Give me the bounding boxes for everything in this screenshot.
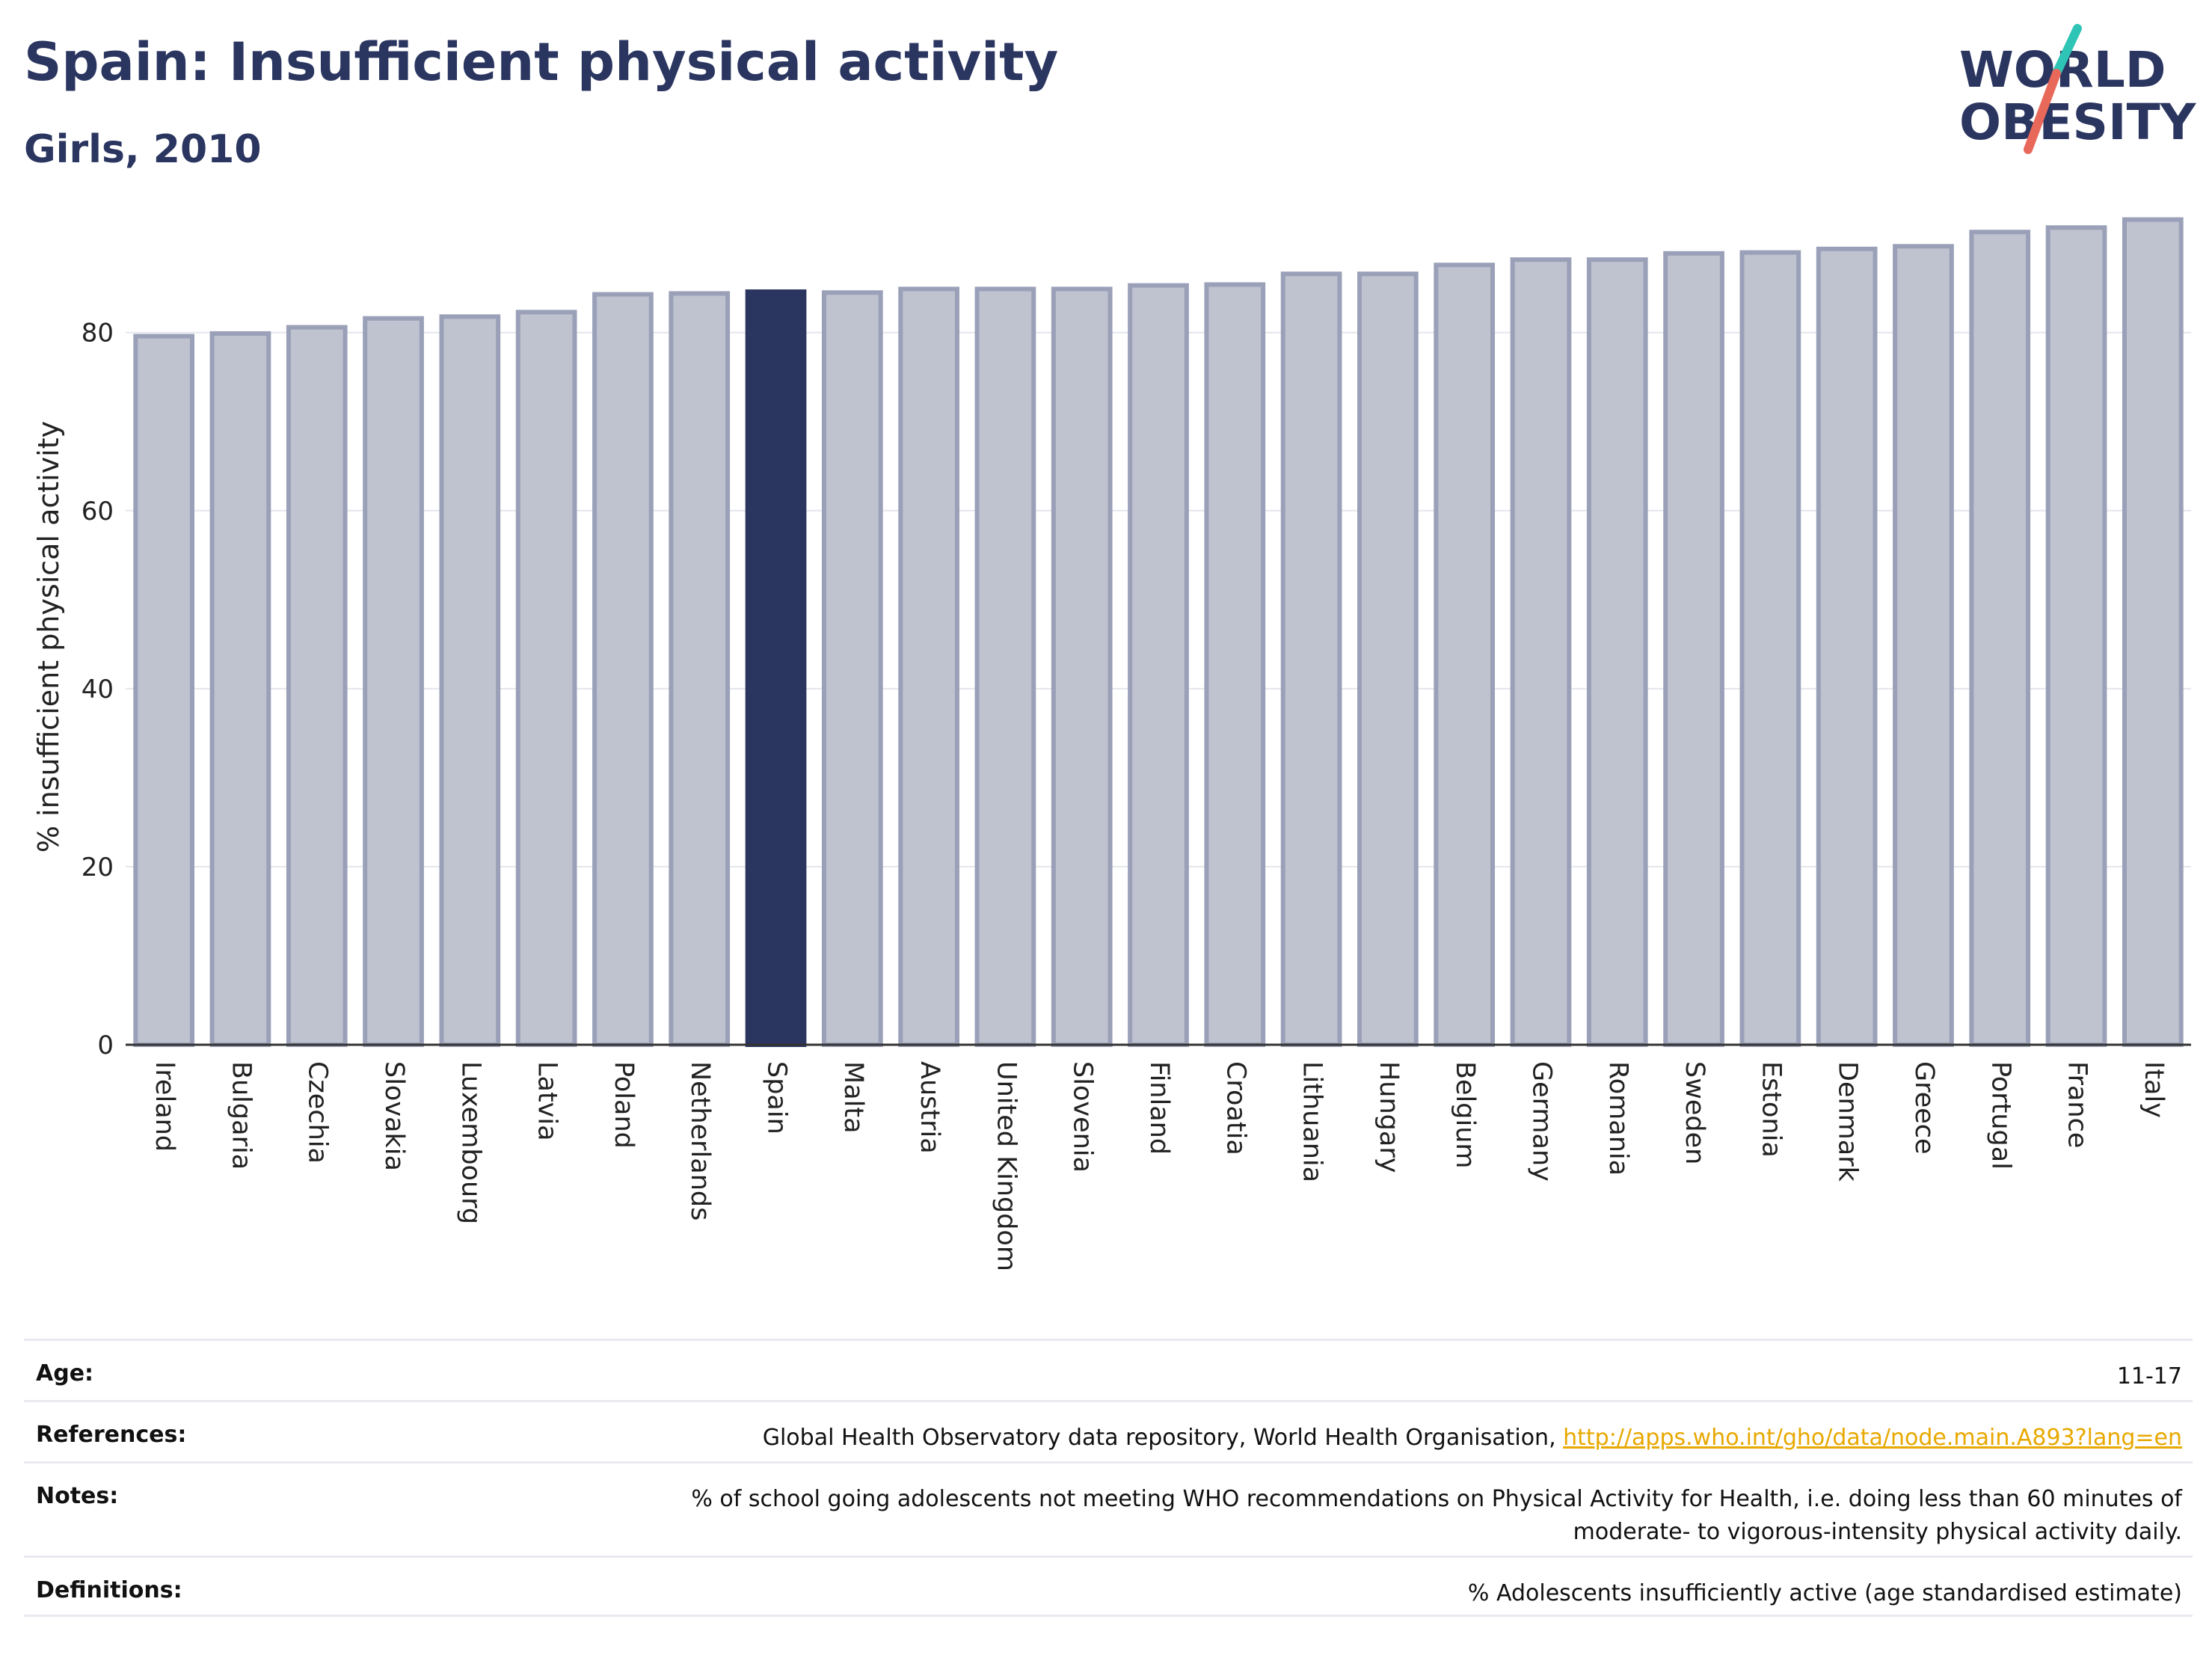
references-link[interactable]: http://apps.who.int/gho/data/node.main.A… bbox=[1563, 1425, 2182, 1451]
world-obesity-logo: WORLD OBESITY bbox=[1959, 24, 2197, 154]
y-tick-label: 40 bbox=[82, 675, 114, 704]
page-title: Spain: Insufficient physical activity bbox=[24, 31, 1059, 93]
bar-luxembourg bbox=[439, 314, 501, 1048]
bars bbox=[133, 217, 2184, 1048]
x-tick-label: Hungary bbox=[1374, 1061, 1404, 1173]
notes-value: % of school going adolescents not meetin… bbox=[691, 1483, 2182, 1549]
y-axis-label: % insufficient physical activity bbox=[32, 421, 65, 853]
info-row-references: References: Global Health Observatory da… bbox=[24, 1400, 2193, 1461]
bar-denmark bbox=[1816, 246, 1878, 1048]
y-axis-ticks: 0 20 40 60 80 bbox=[82, 319, 114, 1060]
notes-line-1: % of school going adolescents not meetin… bbox=[691, 1486, 2182, 1512]
y-tick-label: 60 bbox=[82, 497, 114, 526]
notes-label: Notes: bbox=[36, 1483, 119, 1509]
x-tick-label: Latvia bbox=[532, 1061, 562, 1141]
notes-line-2: moderate- to vigorous-intensity physical… bbox=[1573, 1519, 2182, 1545]
y-tick-label: 20 bbox=[82, 853, 114, 882]
info-row-notes: Notes: % of school going adolescents not… bbox=[24, 1461, 2193, 1556]
x-tick-label: Portugal bbox=[1985, 1061, 2015, 1170]
x-tick-label: Belgium bbox=[1450, 1061, 1480, 1168]
logo-slash-coral-icon bbox=[2024, 69, 2061, 154]
x-tick-label: Ireland bbox=[150, 1061, 179, 1152]
bar-slovenia bbox=[1051, 286, 1113, 1047]
bar-spain bbox=[745, 289, 807, 1047]
page-subtitle: Girls, 2010 bbox=[24, 127, 262, 172]
x-tick-label: Czechia bbox=[303, 1061, 333, 1164]
info-row-definitions: Definitions: % Adolescents insufficientl… bbox=[24, 1556, 2193, 1617]
x-tick-label: Germany bbox=[1526, 1061, 1556, 1182]
references-text: Global Health Observatory data repositor… bbox=[762, 1425, 1564, 1451]
y-tick-label: 0 bbox=[97, 1031, 114, 1060]
bar-hungary bbox=[1357, 271, 1419, 1047]
x-tick-label: France bbox=[2062, 1061, 2092, 1148]
bar-lithuania bbox=[1280, 271, 1342, 1047]
bar-chart: 0 20 40 60 80 Ireland Bulgaria Czechia Slovakia… bbox=[32, 217, 2191, 1271]
bar-portugal bbox=[1969, 230, 2031, 1047]
x-tick-label: Slovenia bbox=[1068, 1061, 1098, 1173]
bar-sweden bbox=[1663, 251, 1724, 1047]
x-tick-label: Poland bbox=[609, 1061, 639, 1149]
bar-greece bbox=[1893, 244, 1954, 1047]
bar-finland bbox=[1128, 283, 1189, 1047]
info-row-age: Age: 11-17 bbox=[24, 1339, 2193, 1400]
x-tick-label: Netherlands bbox=[685, 1061, 715, 1220]
info-table: Age: 11-17 References: Global Health Obs… bbox=[24, 1339, 2193, 1617]
bar-united-kingdom bbox=[974, 286, 1036, 1047]
bar-bulgaria bbox=[209, 331, 271, 1047]
bar-croatia bbox=[1204, 282, 1266, 1047]
bar-belgium bbox=[1434, 262, 1496, 1047]
x-tick-label: Bulgaria bbox=[226, 1061, 256, 1170]
x-tick-label: Estonia bbox=[1756, 1061, 1786, 1158]
bar-latvia bbox=[515, 310, 577, 1047]
bar-germany bbox=[1510, 257, 1572, 1047]
x-tick-label: Spain bbox=[762, 1061, 792, 1134]
references-value: Global Health Observatory data repositor… bbox=[763, 1422, 2182, 1455]
x-tick-label: Denmark bbox=[1833, 1061, 1863, 1182]
bar-czechia bbox=[286, 325, 348, 1048]
x-tick-label: Greece bbox=[1909, 1061, 1939, 1155]
y-tick-label: 80 bbox=[82, 319, 114, 348]
references-label: References: bbox=[36, 1422, 187, 1448]
bar-netherlands bbox=[669, 291, 731, 1047]
x-tick-label: Sweden bbox=[1680, 1061, 1709, 1164]
bar-austria bbox=[898, 286, 959, 1047]
bar-romania bbox=[1586, 257, 1648, 1047]
definitions-label: Definitions: bbox=[36, 1577, 182, 1603]
x-tick-label: Italy bbox=[2139, 1061, 2169, 1118]
logo-slash-teal-icon bbox=[2052, 24, 2082, 78]
x-tick-label: Malta bbox=[838, 1061, 868, 1134]
x-tick-label: Slovakia bbox=[379, 1061, 409, 1171]
bar-poland bbox=[592, 292, 654, 1048]
logo-line-2: OBESITY bbox=[1959, 93, 2197, 151]
x-tick-label: Romania bbox=[1603, 1061, 1633, 1176]
x-tick-label: United Kingdom bbox=[991, 1061, 1021, 1271]
bar-slovakia bbox=[363, 316, 424, 1047]
x-tick-label: Croatia bbox=[1220, 1061, 1250, 1155]
x-axis-ticks: Ireland Bulgaria Czechia Slovakia Luxembourg… bbox=[150, 1061, 2169, 1271]
x-tick-label: Austria bbox=[915, 1061, 944, 1154]
bar-france bbox=[2045, 225, 2107, 1048]
bar-malta bbox=[821, 290, 883, 1047]
bar-ireland bbox=[133, 334, 194, 1047]
x-tick-label: Luxembourg bbox=[455, 1061, 485, 1224]
bar-italy bbox=[2122, 217, 2184, 1048]
x-tick-label: Lithuania bbox=[1297, 1061, 1327, 1182]
age-label: Age: bbox=[36, 1360, 94, 1387]
bar-estonia bbox=[1739, 250, 1801, 1047]
definitions-value: % Adolescents insufficiently active (age… bbox=[1467, 1580, 2182, 1606]
x-tick-label: Finland bbox=[1144, 1061, 1174, 1155]
age-value: 11-17 bbox=[2116, 1363, 2182, 1390]
